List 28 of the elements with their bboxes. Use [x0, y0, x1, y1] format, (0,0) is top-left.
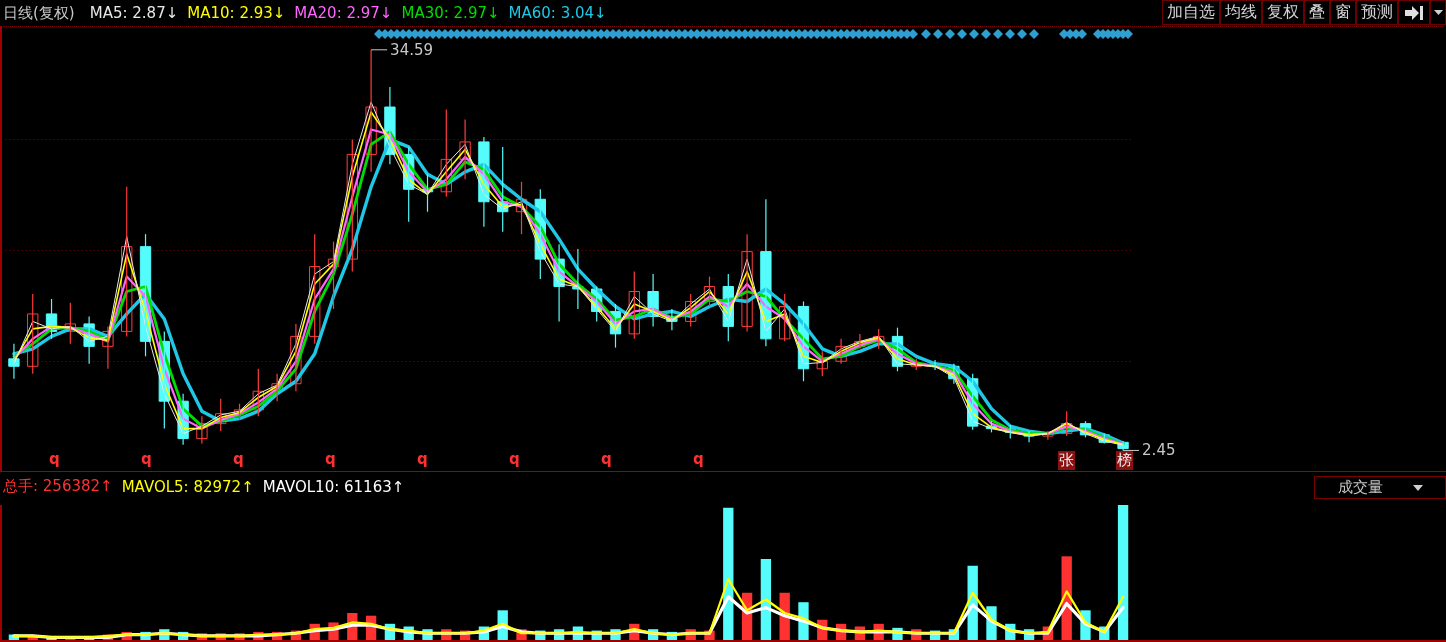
- annotation: q: [417, 450, 428, 468]
- annotation: 张: [1058, 451, 1075, 470]
- text: 2.45: [1142, 441, 1176, 460]
- annotation: q: [49, 450, 60, 468]
- text: MAVOL10: 61163↑: [262, 477, 405, 496]
- annotation: q: [509, 450, 520, 468]
- annotation: q: [233, 450, 244, 468]
- text: 总手: 256382↑: [3, 477, 113, 496]
- text: MA60: 3.04↓: [508, 4, 607, 22]
- text: MAVOL5: 82972↑: [121, 477, 254, 496]
- text: 预测: [1356, 0, 1398, 25]
- annotation: q: [325, 450, 336, 468]
- text: 加自选: [1162, 0, 1220, 25]
- annotation: q: [693, 450, 704, 468]
- text: 叠: [1304, 0, 1330, 25]
- text: 均线: [1220, 0, 1262, 25]
- annotation: 榜: [1116, 451, 1133, 470]
- text: MA10: 2.93↓: [187, 4, 286, 22]
- text: MA20: 2.97↓: [294, 4, 393, 22]
- text: 窗: [1330, 0, 1356, 25]
- text: 复权: [1262, 0, 1304, 25]
- text: MA5: 2.87↓: [89, 4, 179, 22]
- annotation: q: [601, 450, 612, 468]
- chart-title: 日线(复权): [3, 3, 75, 23]
- annotation: q: [141, 450, 152, 468]
- text: MA30: 2.97↓: [401, 4, 500, 22]
- text: 成交量: [1337, 478, 1383, 497]
- annotation: 34.59: [390, 40, 434, 59]
